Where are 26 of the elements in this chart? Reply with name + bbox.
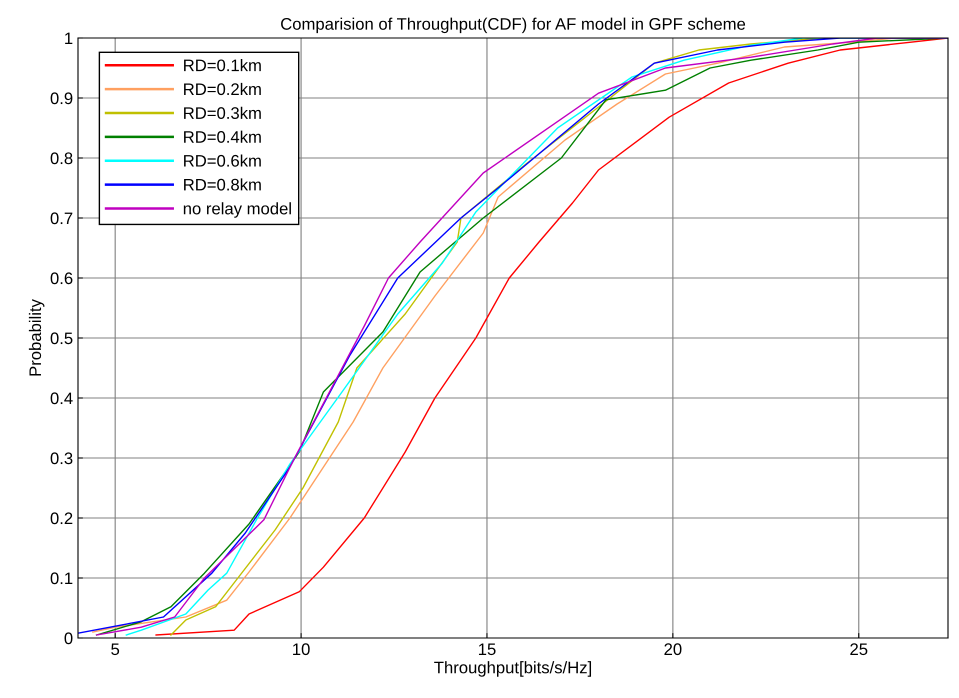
legend-label: RD=0.1km — [184, 59, 261, 72]
y-tick-label: 0.9 — [50, 92, 72, 104]
chart-title: Comparision of Throughput(CDF) for AF model in GPF scheme — [281, 18, 746, 34]
y-tick-label: 0.6 — [50, 272, 72, 284]
y-tick-label: 1 — [65, 32, 72, 44]
y-tick-label: 0.7 — [50, 212, 72, 224]
x-tick-label: 20 — [664, 643, 682, 656]
x-tick-label: 25 — [850, 643, 868, 656]
x-tick-label: 10 — [293, 643, 310, 656]
y-tick-label: 0.1 — [50, 572, 72, 584]
y-axis-title: Probability — [28, 299, 44, 376]
legend-label: RD=0.6km — [184, 154, 261, 167]
y-tick-label: 0.2 — [50, 512, 72, 524]
x-tick-label: 5 — [111, 643, 120, 656]
legend-label: RD=0.8km — [184, 178, 261, 191]
y-tick-label: 0.5 — [50, 332, 72, 344]
x-axis-title: Throughput[bits/s/Hz] — [434, 661, 592, 677]
legend-label: RD=0.3km — [184, 106, 261, 119]
legend-label: RD=0.4km — [184, 130, 261, 143]
y-tick-label: 0.8 — [50, 152, 72, 164]
y-tick-label: 0.4 — [50, 392, 73, 404]
y-tick-label: 0.3 — [50, 452, 72, 464]
y-tick-label: 0 — [64, 632, 72, 644]
x-tick-label: 15 — [478, 643, 496, 656]
legend-label: no relay model — [184, 202, 291, 218]
legend-label: RD=0.2km — [184, 82, 261, 96]
